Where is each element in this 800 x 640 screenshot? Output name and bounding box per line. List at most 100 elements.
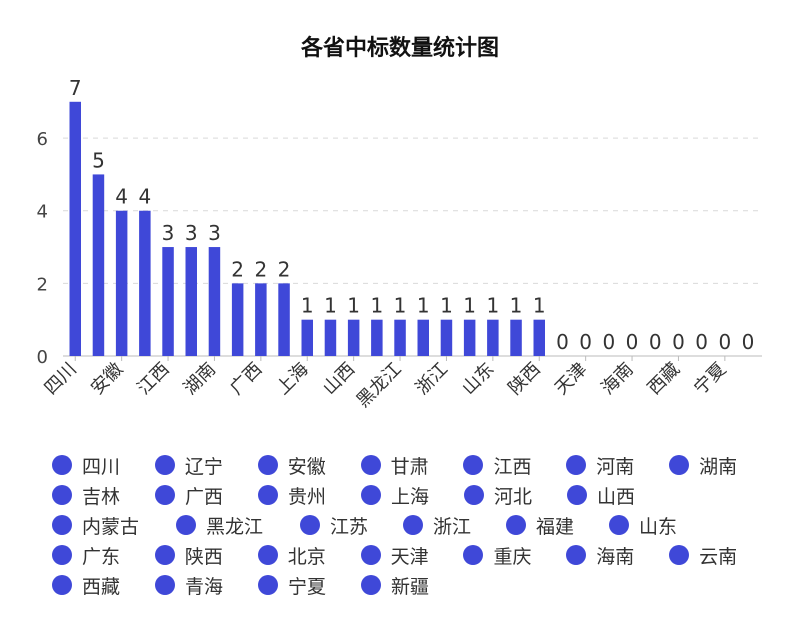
bar: [139, 210, 151, 356]
legend-label: 西藏: [82, 575, 121, 598]
legend-label: 山西: [597, 485, 636, 508]
legend-label: 浙江: [433, 515, 472, 538]
legend-label: 青海: [185, 575, 224, 598]
legend-label: 上海: [391, 485, 430, 508]
chart-title: 各省中标数量统计图: [300, 36, 499, 61]
legend-item[interactable]: 福建: [506, 512, 609, 539]
data-label: 2: [278, 257, 291, 281]
legend-item[interactable]: 广东: [52, 542, 155, 569]
bar: [533, 319, 545, 356]
legend-item[interactable]: 甘肃: [360, 452, 464, 479]
legend-label: 陕西: [184, 545, 223, 568]
legend-item[interactable]: 辽宁: [154, 452, 258, 479]
data-label: 4: [115, 185, 128, 209]
data-label: 5: [92, 148, 105, 172]
legend-swatch: [609, 515, 629, 535]
legend-swatch: [155, 575, 175, 595]
legend-item[interactable]: 安徽: [257, 452, 361, 479]
data-label: 1: [417, 294, 430, 318]
legend-swatch: [176, 515, 196, 535]
legend-item[interactable]: 黑龙江: [176, 512, 300, 539]
legend-label: 北京: [287, 545, 326, 568]
data-label: 1: [394, 294, 407, 318]
legend-item[interactable]: 山西: [567, 482, 670, 509]
data-label: 3: [185, 221, 198, 245]
x-tick-label: 山西: [319, 359, 359, 399]
legend-label: 黑龙江: [206, 515, 264, 538]
x-tick-label: 山东: [458, 359, 498, 399]
legend-item[interactable]: 江苏: [300, 512, 403, 539]
data-label: 1: [510, 294, 523, 318]
bar: [162, 247, 174, 356]
legend-label: 安徽: [287, 455, 326, 478]
x-tick-label: 西藏: [644, 359, 684, 399]
data-label: 3: [162, 221, 175, 245]
legend-item[interactable]: 河南: [566, 452, 669, 479]
legend-label: 内蒙古: [82, 515, 140, 538]
legend-swatch: [566, 455, 587, 475]
legend-item[interactable]: 吉林: [52, 482, 155, 509]
bar: [115, 210, 128, 356]
legend-item[interactable]: 云南: [669, 542, 772, 569]
data-label: 1: [324, 294, 337, 318]
data-label: 0: [579, 330, 592, 354]
data-label: 3: [208, 221, 221, 245]
legend-row: 西藏 青海 宁夏 新疆: [52, 570, 772, 600]
legend-swatch: [360, 455, 381, 475]
legend-label: 重庆: [493, 545, 532, 568]
legend-item[interactable]: 海南: [566, 542, 669, 569]
bar: [208, 247, 221, 356]
data-label: 7: [69, 76, 82, 100]
legend-swatch: [361, 575, 381, 595]
legend-item[interactable]: 四川: [52, 452, 155, 479]
data-label: 0: [695, 330, 708, 354]
legend-item[interactable]: 天津: [360, 542, 464, 569]
legend-item[interactable]: 贵州: [258, 482, 361, 509]
data-label: 1: [463, 294, 476, 318]
legend-item[interactable]: 青海: [155, 572, 258, 599]
bar: [371, 319, 383, 356]
legend-swatch: [52, 575, 72, 595]
legend-item[interactable]: 上海: [361, 482, 464, 509]
legend-item[interactable]: 山东: [609, 512, 712, 539]
legend-item[interactable]: 河北: [464, 482, 567, 509]
legend-item[interactable]: 新疆: [361, 572, 464, 599]
y-tick-label: 0: [37, 347, 48, 368]
legend-item[interactable]: 湖南: [669, 452, 772, 479]
data-label: 2: [254, 257, 267, 281]
data-label: 1: [486, 294, 499, 318]
legend-swatch: [52, 515, 72, 535]
bar: [324, 319, 337, 356]
bar: [487, 319, 499, 356]
bar: [69, 101, 81, 356]
legend-item[interactable]: 西藏: [52, 572, 155, 599]
data-label: 1: [370, 294, 383, 318]
data-label: 0: [626, 330, 639, 354]
data-label: 1: [301, 294, 314, 318]
legend-item[interactable]: 内蒙古: [52, 512, 176, 539]
bar: [278, 283, 290, 356]
y-tick-label: 6: [37, 129, 48, 150]
legend-label: 广东: [82, 545, 121, 568]
legend-item[interactable]: 陕西: [154, 542, 258, 569]
legend-swatch: [566, 545, 587, 565]
legend-item[interactable]: 宁夏: [258, 572, 361, 599]
legend-item[interactable]: 北京: [257, 542, 361, 569]
legend-row: 吉林 广西 贵州 上海 河北 山西: [52, 480, 772, 510]
data-label: 0: [742, 330, 755, 354]
legend-label: 江苏: [330, 515, 369, 538]
legend-item[interactable]: 重庆: [463, 542, 566, 569]
x-tick-label: 湖南: [180, 359, 220, 399]
legend-swatch: [669, 455, 690, 475]
legend-label: 天津: [390, 545, 429, 568]
legend-item[interactable]: 广西: [155, 482, 258, 509]
x-tick-label: 宁夏: [690, 359, 730, 399]
legend-item[interactable]: 浙江: [403, 512, 506, 539]
legend-row: 广东 陕西 北京 天津 重庆 海南 云南: [52, 540, 772, 570]
legend-item[interactable]: 江西: [463, 452, 566, 479]
data-label: 4: [138, 185, 151, 209]
legend-row: 内蒙古 黑龙江 江苏 浙江 福建 山东: [52, 510, 772, 540]
data-label: 0: [718, 330, 731, 354]
x-tick-label: 黑龙江: [353, 359, 406, 412]
data-label: 0: [556, 330, 569, 354]
